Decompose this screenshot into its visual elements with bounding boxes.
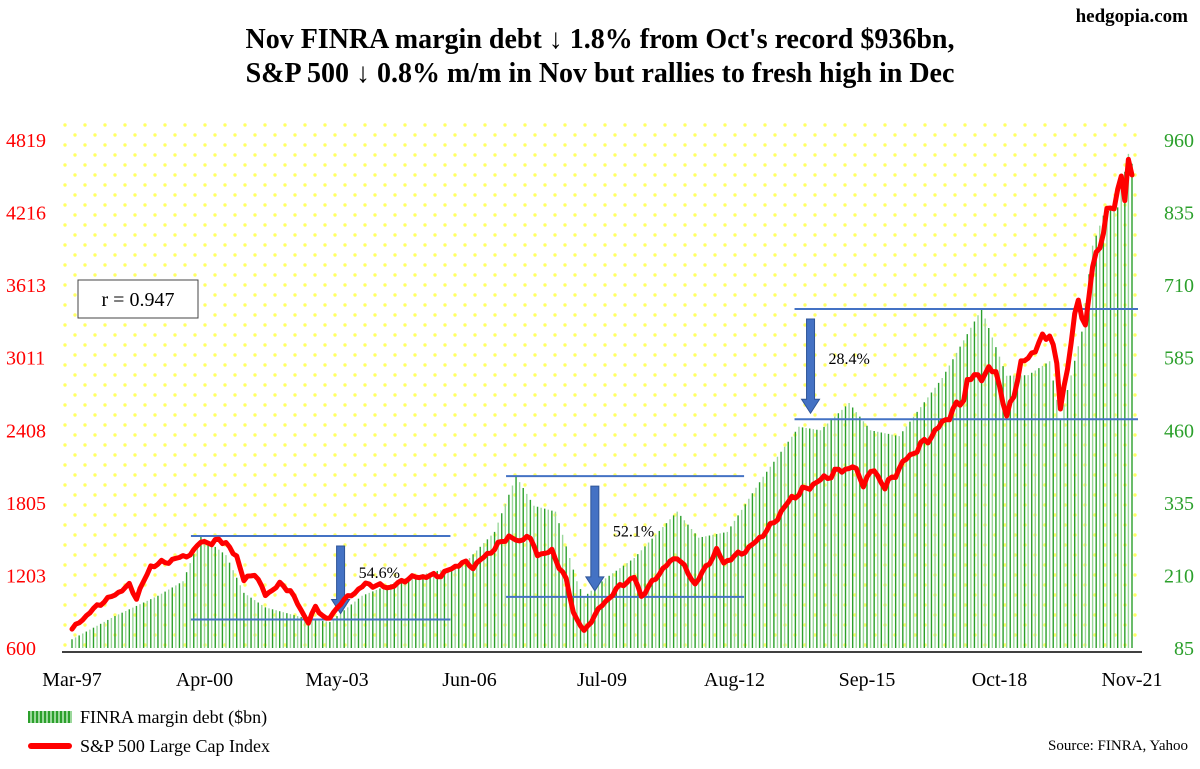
correlation-label: r = 0.947 bbox=[102, 289, 175, 311]
legend-swatch-line bbox=[28, 743, 72, 749]
sp500-line-layer bbox=[69, 156, 1135, 633]
y-left-tick-label: 1203 bbox=[6, 565, 46, 587]
y-left-tick-label: 3613 bbox=[6, 275, 46, 297]
y-right-tick-label: 460 bbox=[1164, 420, 1194, 442]
x-tick-label: Aug-12 bbox=[704, 669, 765, 691]
y-left-tick-label: 1805 bbox=[6, 493, 46, 515]
x-tick-label: Jun-06 bbox=[442, 669, 496, 691]
legend-item-sp500: S&P 500 Large Cap Index bbox=[28, 735, 270, 757]
y-right-tick-label: 85 bbox=[1174, 638, 1194, 660]
down-arrow-icon bbox=[584, 485, 605, 592]
annotation-pct-label: 28.4% bbox=[829, 351, 870, 368]
y-right-tick-label: 585 bbox=[1164, 348, 1194, 370]
x-tick-label: May-03 bbox=[305, 669, 368, 691]
y-left-tick-label: 600 bbox=[6, 638, 36, 660]
y-left-tick-label: 4216 bbox=[6, 203, 46, 225]
correlation-box-frame bbox=[77, 279, 199, 319]
legend-label-margin-debt: FINRA margin debt ($bn) bbox=[80, 706, 268, 727]
x-tick-label: Jul-09 bbox=[577, 669, 627, 691]
x-tick-label: Mar-97 bbox=[42, 669, 102, 691]
annotation-pct-label: 54.6% bbox=[359, 565, 400, 582]
y-right-tick-label: 960 bbox=[1164, 130, 1194, 152]
y-right-tick-label: 710 bbox=[1164, 275, 1194, 297]
plot-background bbox=[62, 118, 1142, 652]
sp500-line bbox=[69, 156, 1135, 633]
legend-swatch-bars bbox=[28, 711, 72, 723]
y-right-tick-label: 210 bbox=[1164, 565, 1194, 587]
watermark: hedgopia.com bbox=[1075, 6, 1188, 27]
annotation-pct-label: 52.1% bbox=[613, 524, 654, 541]
annotations: 54.6% 52.1% 28.4% bbox=[190, 307, 1138, 621]
y-left-tick-label: 3011 bbox=[6, 348, 45, 370]
x-tick-label: Nov-21 bbox=[1101, 669, 1162, 691]
axes: 600 1203 1805 2408 3011 3613 4216 4819 85 210 335 4… bbox=[6, 130, 1194, 691]
legend-item-margin-debt: FINRA margin debt ($bn) bbox=[28, 706, 267, 728]
y-right-tick-label: 335 bbox=[1164, 493, 1194, 515]
chart-title-line-2: S&P 500 ↓ 0.8% m/m in Nov but rallies to… bbox=[245, 58, 955, 89]
chart-title-line-1: Nov FINRA margin debt ↓ 1.8% from Oct's … bbox=[245, 24, 955, 55]
x-tick-label: Oct-18 bbox=[972, 669, 1028, 691]
down-arrow-icon bbox=[330, 545, 351, 615]
legend-label-sp500: S&P 500 Large Cap Index bbox=[80, 735, 270, 756]
correlation-box: r = 0.947 bbox=[77, 279, 199, 319]
y-left-tick-label: 2408 bbox=[6, 420, 46, 442]
y-right-tick-label: 835 bbox=[1164, 203, 1194, 225]
source-note: Source: FINRA, Yahoo bbox=[1047, 738, 1188, 754]
y-left-tick-label: 4819 bbox=[6, 130, 46, 152]
x-tick-label: Sep-15 bbox=[839, 669, 896, 691]
x-tick-label: Apr-00 bbox=[176, 669, 233, 691]
down-arrow-icon bbox=[800, 318, 821, 415]
